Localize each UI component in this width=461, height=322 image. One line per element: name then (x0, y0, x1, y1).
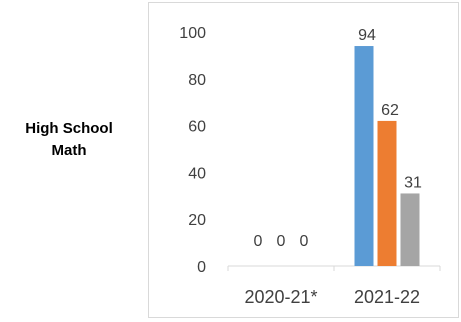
row-label: High School Math (0, 118, 138, 162)
y-tick-label: 40 (188, 165, 206, 182)
y-tick-label: 20 (188, 212, 206, 229)
data-label: 0 (277, 233, 286, 250)
data-label: 94 (358, 27, 376, 44)
data-label: 0 (300, 233, 309, 250)
data-label: 31 (404, 174, 422, 191)
row-label-line2: Math (51, 142, 87, 159)
row-label-line1: High School (25, 120, 113, 137)
data-label: 62 (381, 102, 399, 119)
bar (354, 46, 374, 266)
bar (400, 193, 420, 266)
y-tick-label: 100 (179, 25, 206, 42)
x-tick-label: 2020-21* (244, 287, 317, 307)
x-tick-label: 2021-22 (354, 287, 420, 307)
y-tick-label: 60 (188, 119, 206, 136)
y-tick-label: 80 (188, 72, 206, 89)
data-label: 0 (254, 233, 263, 250)
bar (377, 120, 397, 266)
y-tick-label: 0 (197, 259, 206, 276)
